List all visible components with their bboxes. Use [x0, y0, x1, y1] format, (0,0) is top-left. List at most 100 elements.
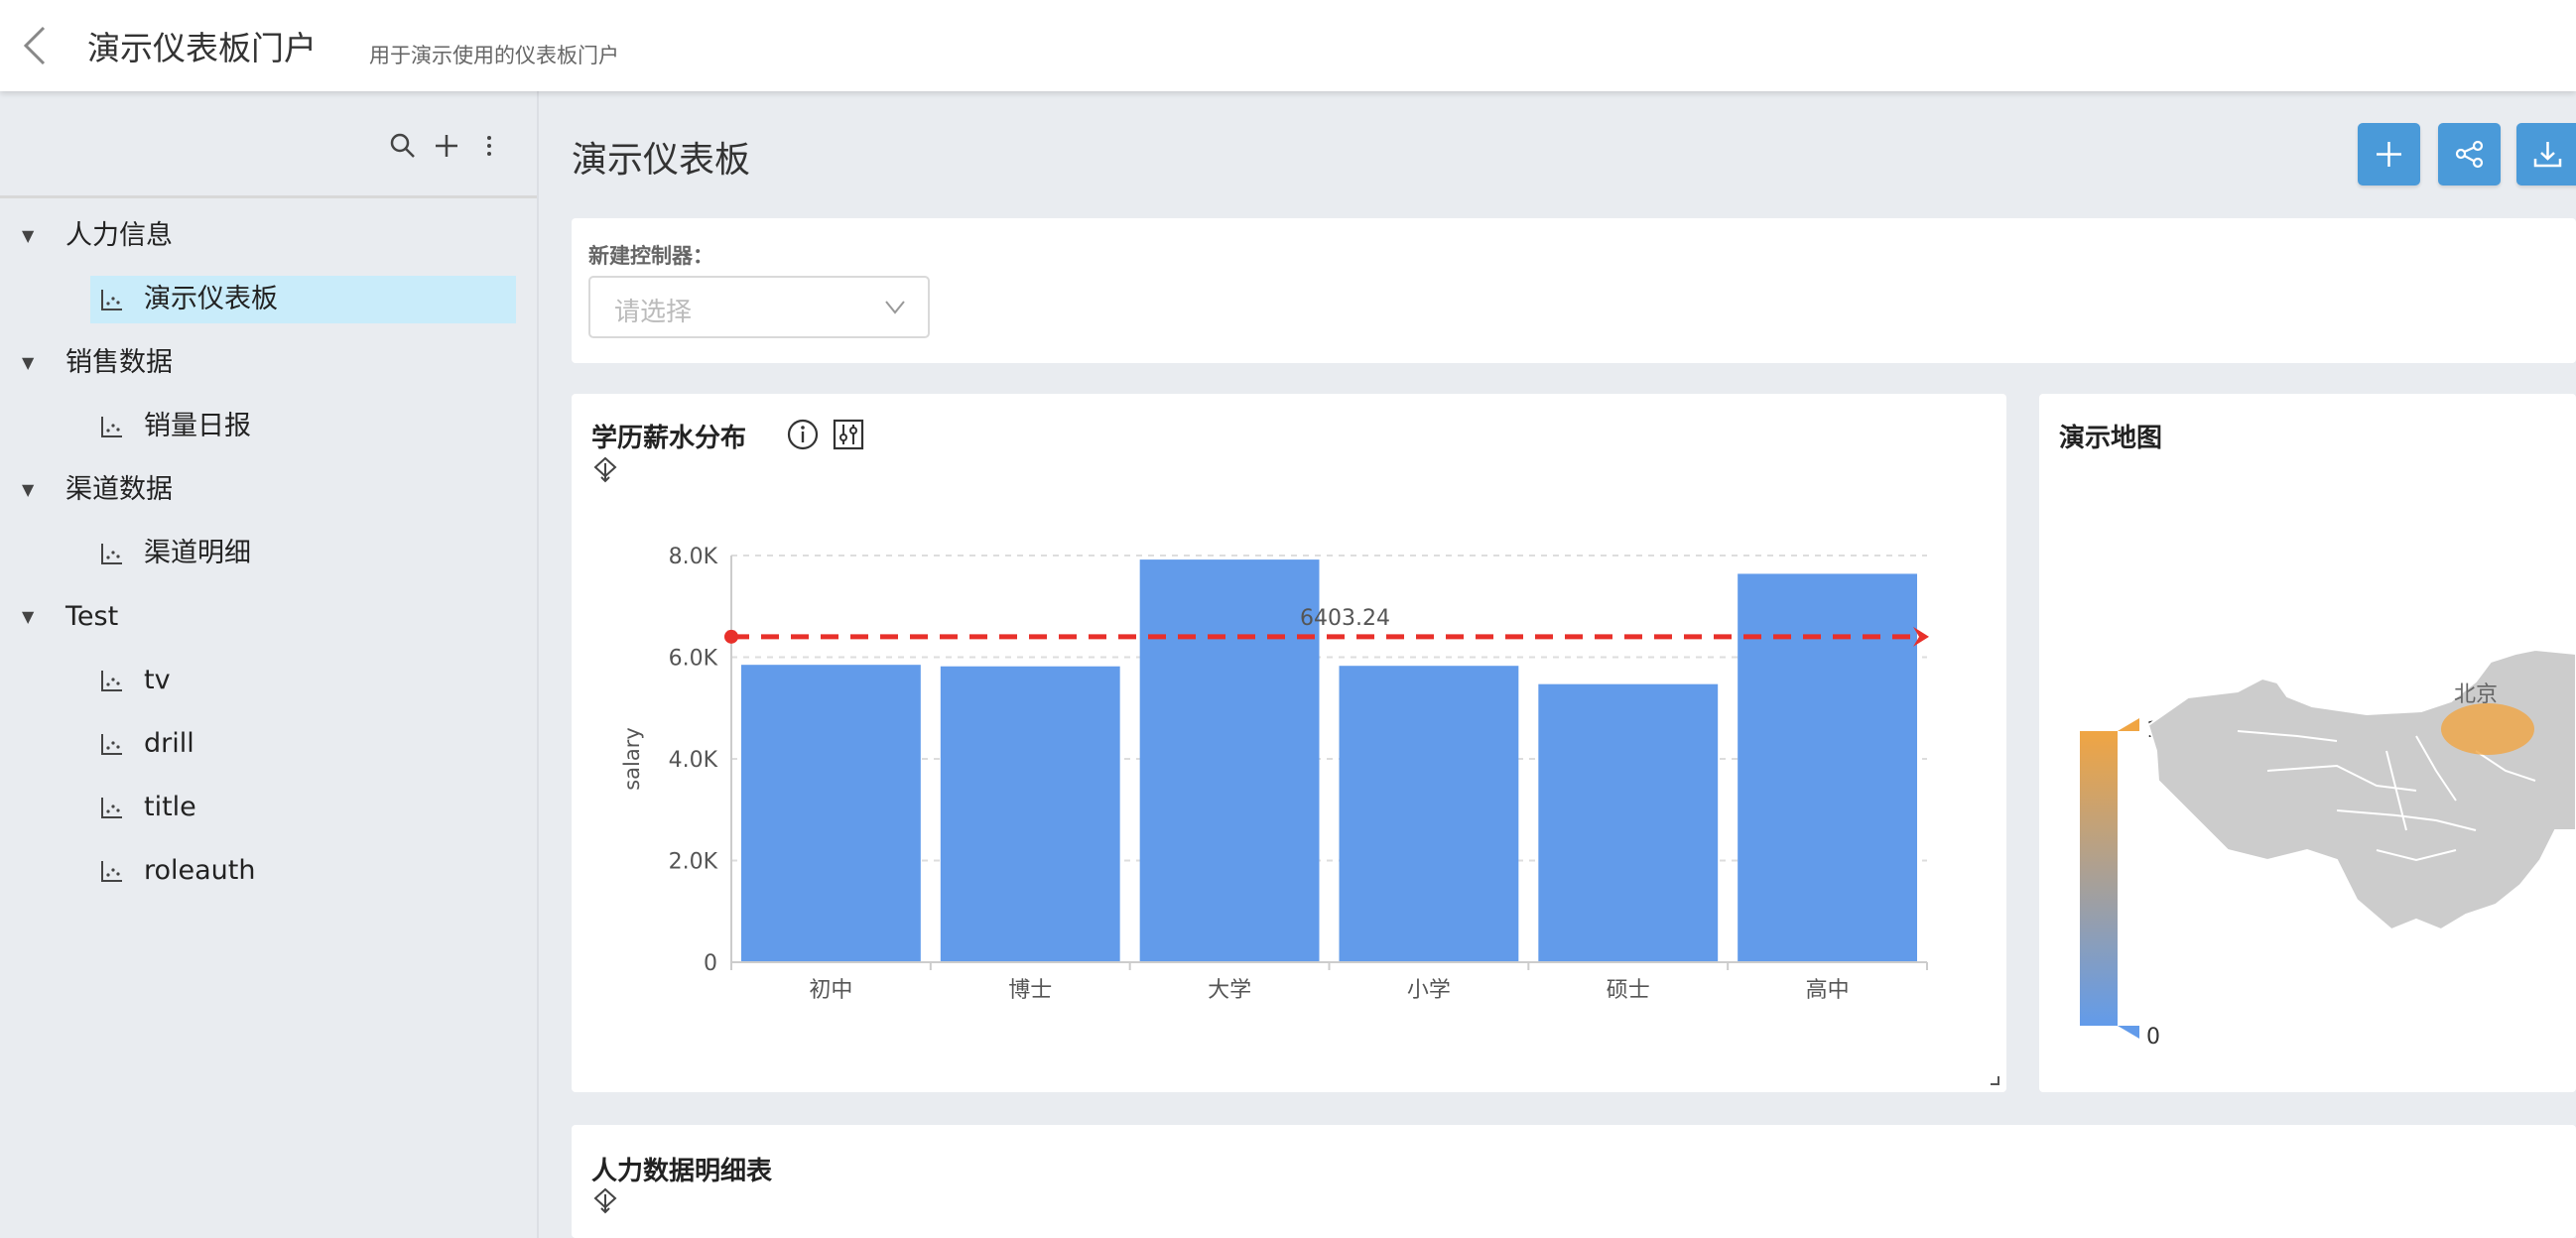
markline-start	[724, 629, 738, 644]
tree-group-label: 销售数据	[65, 347, 173, 378]
china-map: 10687 0 北京	[2080, 648, 2576, 1050]
tree-item[interactable]: roleauth	[90, 847, 516, 895]
tree-item-label: 演示仪表板	[144, 284, 278, 314]
tree-item-label: drill	[144, 728, 194, 759]
drill-icon[interactable]	[591, 1186, 619, 1214]
tree-group-label: 人力信息	[65, 220, 173, 251]
search-button[interactable]	[386, 129, 420, 163]
visual-map-bar[interactable]	[2080, 731, 2118, 1026]
bar-chart: 0 2.0K 4.0K 6.0K 8.0K salary 初中 博士 大学 小学 硕士 高中 6403.…	[620, 545, 1929, 1003]
chart-icon	[101, 417, 122, 437]
beijing-point[interactable]	[2441, 703, 2534, 755]
bar[interactable]	[1339, 666, 1519, 962]
chart-icon	[101, 734, 122, 755]
table-title: 人力数据明细表	[591, 1157, 773, 1186]
visual-map-max-handle[interactable]	[2118, 718, 2139, 731]
tree-item-label: roleauth	[144, 855, 256, 886]
tree-item[interactable]: 销量日报	[90, 403, 516, 450]
visual-map-min: 0	[2146, 1025, 2160, 1050]
tree-group[interactable]: ▼ 人力信息	[0, 212, 536, 260]
tree-item[interactable]: title	[90, 784, 516, 831]
y-tick-label: 4.0K	[669, 748, 718, 773]
map-title: 演示地图	[2059, 424, 2163, 453]
sidebar-divider	[0, 195, 537, 198]
y-tick-label: 2.0K	[669, 850, 718, 875]
x-tick-label: 高中	[1806, 978, 1850, 1003]
chart-title: 学历薪水分布	[591, 424, 747, 453]
tree-item-label: 渠道明细	[144, 538, 251, 568]
visual-map-min-handle[interactable]	[2118, 1026, 2139, 1039]
beijing-label: 北京	[2454, 682, 2498, 707]
resize-handle-icon[interactable]	[1989, 1074, 2000, 1086]
caret-down-icon[interactable]: ▼	[22, 480, 35, 499]
tree-item[interactable]: 渠道明细	[90, 530, 516, 577]
search-icon	[390, 133, 415, 158]
map-card: 演示地图 10687 0 北京	[2039, 394, 2576, 1092]
header: 演示仪表板门户 用于演示使用的仪表板门户	[0, 0, 2576, 91]
bar[interactable]	[1538, 683, 1719, 962]
chart-icon	[101, 798, 122, 818]
drill-icon[interactable]	[591, 455, 619, 483]
filter-settings-icon[interactable]	[832, 418, 865, 451]
tree-group[interactable]: ▼ 渠道数据	[0, 466, 536, 514]
tree-group-label: 渠道数据	[65, 474, 173, 505]
tree-item-label: title	[144, 792, 196, 822]
chart-icon	[101, 861, 122, 882]
caret-down-icon[interactable]: ▼	[22, 607, 35, 626]
back-button[interactable]	[16, 22, 56, 69]
chevron-down-icon	[885, 301, 905, 314]
chart-icon	[101, 671, 122, 691]
controller-select[interactable]: 请选择	[588, 276, 930, 338]
sidebar: ▼ 人力信息演示仪表板 ▼ 销售数据销量日报 ▼ 渠道数据渠道明细 ▼ Test tv drill…	[0, 91, 539, 1238]
bar[interactable]	[741, 665, 921, 962]
hr-detail-table-card: 人力数据明细表	[572, 1125, 2576, 1238]
add-button[interactable]	[430, 129, 463, 163]
tree-item[interactable]: tv	[90, 657, 516, 704]
plus-icon	[436, 135, 457, 157]
portal-subtitle: 用于演示使用的仪表板门户	[369, 44, 619, 67]
tree-item-label: 销量日报	[144, 411, 251, 441]
x-tick-label: 硕士	[1607, 978, 1650, 1003]
caret-down-icon[interactable]: ▼	[22, 353, 35, 372]
x-tick-label: 大学	[1208, 978, 1251, 1003]
x-tick-label: 初中	[809, 978, 852, 1003]
more-vertical-icon	[487, 136, 491, 156]
caret-down-icon[interactable]: ▼	[22, 226, 35, 245]
y-tick-label: 6.0K	[669, 647, 718, 672]
x-tick-label: 小学	[1407, 978, 1451, 1003]
controller-label: 新建控制器：	[588, 244, 713, 268]
tree-item[interactable]: drill	[90, 720, 516, 768]
controller-panel: 新建控制器： 请选择	[572, 218, 2576, 363]
download-button[interactable]	[2516, 123, 2576, 186]
tree-group-label: Test	[65, 601, 119, 632]
plus-icon	[2377, 142, 2401, 167]
info-icon[interactable]	[786, 418, 820, 451]
x-tick-label: 博士	[1008, 978, 1052, 1003]
bar[interactable]	[1139, 559, 1320, 962]
chart-icon	[101, 544, 122, 564]
tree-item-label: tv	[144, 665, 171, 695]
dashboard-title: 演示仪表板	[572, 140, 751, 181]
chevron-left-icon	[23, 26, 46, 65]
share-icon	[2455, 140, 2484, 169]
tree-group[interactable]: ▼ 销售数据	[0, 339, 536, 387]
chart-icon	[101, 290, 122, 310]
province-borders	[2237, 730, 2536, 862]
tree-group[interactable]: ▼ Test	[0, 593, 536, 641]
add-widget-button[interactable]	[2358, 123, 2420, 186]
download-icon	[2533, 142, 2562, 168]
bar[interactable]	[940, 666, 1120, 962]
y-tick-label: 0	[704, 951, 717, 976]
share-button[interactable]	[2438, 123, 2501, 186]
markline-arrow	[1913, 626, 1929, 647]
markline-label: 6403.24	[1300, 606, 1390, 631]
more-button[interactable]	[472, 129, 506, 163]
tree-item[interactable]: 演示仪表板	[90, 276, 516, 323]
china-region[interactable]	[2146, 648, 2576, 931]
salary-chart-card: 学历薪水分布 0 2.0K 4.0K 6.0K 8.0K salary 初中 博士 大学 小学 硕士…	[572, 394, 2006, 1092]
bar[interactable]	[1738, 573, 1917, 962]
y-tick-label: 8.0K	[669, 545, 718, 569]
y-axis-label: salary	[620, 727, 644, 791]
select-placeholder: 请选择	[614, 298, 693, 327]
portal-title: 演示仪表板门户	[87, 29, 317, 67]
